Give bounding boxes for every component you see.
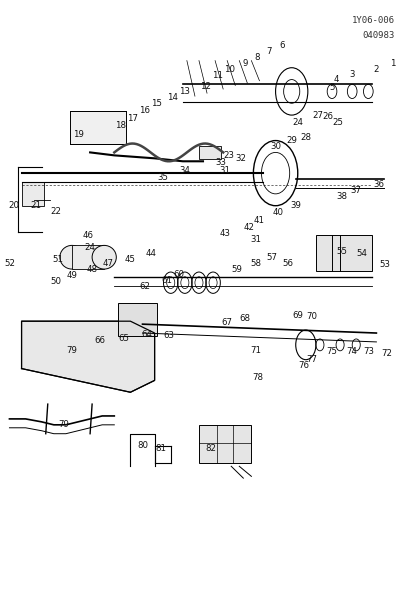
Text: 69: 69 [292, 311, 303, 320]
Text: 17: 17 [127, 114, 138, 123]
Text: 76: 76 [298, 361, 309, 370]
Text: 24: 24 [292, 118, 303, 127]
Text: 37: 37 [350, 186, 361, 195]
Text: 63: 63 [163, 331, 174, 340]
Text: 74: 74 [346, 347, 357, 356]
Text: 71: 71 [249, 346, 260, 355]
Text: 46: 46 [82, 231, 93, 240]
Text: 80: 80 [136, 441, 148, 450]
Text: 30: 30 [269, 142, 280, 151]
Text: 9: 9 [242, 59, 247, 68]
Text: 45: 45 [125, 255, 136, 264]
Text: 7: 7 [266, 47, 272, 57]
Text: 54: 54 [356, 249, 367, 258]
Bar [118, 303, 156, 336]
Text: 49: 49 [66, 271, 77, 280]
Text: 60: 60 [173, 271, 184, 280]
Text: 70: 70 [306, 312, 317, 321]
Text: 24: 24 [84, 243, 95, 252]
Bar [72, 245, 104, 269]
Text: 77: 77 [306, 355, 317, 364]
Text: 41: 41 [253, 216, 264, 225]
Text: 75: 75 [326, 347, 337, 356]
Text: 1Y06-006: 1Y06-006 [351, 16, 394, 25]
Text: 1: 1 [389, 59, 394, 68]
Text: 38: 38 [336, 192, 347, 201]
Text: 40: 40 [271, 208, 282, 217]
Text: 27: 27 [312, 111, 323, 120]
Text: 62: 62 [139, 283, 150, 292]
Text: 12: 12 [199, 82, 210, 90]
Text: 20: 20 [8, 201, 19, 210]
Text: 78: 78 [252, 373, 262, 382]
Text: 5: 5 [328, 83, 334, 92]
Polygon shape [21, 321, 154, 392]
Text: 21: 21 [30, 201, 41, 210]
Ellipse shape [92, 245, 116, 269]
Text: 29: 29 [286, 136, 296, 145]
Text: 16: 16 [139, 107, 150, 115]
Text: 81: 81 [155, 444, 166, 453]
Text: 13: 13 [179, 87, 190, 96]
Text: 51: 51 [52, 255, 63, 264]
Text: 57: 57 [265, 253, 276, 262]
Text: 67: 67 [221, 318, 232, 327]
Text: 040983: 040983 [361, 31, 394, 40]
Text: 32: 32 [235, 154, 246, 163]
Text: 59: 59 [231, 265, 242, 274]
Text: 34: 34 [179, 166, 190, 176]
Text: 68: 68 [239, 314, 250, 322]
Text: 14: 14 [167, 93, 178, 102]
Text: 18: 18 [115, 121, 126, 130]
Text: 48: 48 [86, 265, 97, 274]
Bar [70, 111, 126, 143]
Text: 15: 15 [151, 99, 162, 108]
Text: 47: 47 [102, 259, 113, 268]
Text: 43: 43 [219, 229, 230, 238]
Text: 4: 4 [333, 75, 338, 84]
Text: 64: 64 [141, 330, 152, 339]
Text: 73: 73 [362, 347, 373, 356]
Bar [198, 425, 251, 464]
Text: 39: 39 [290, 201, 301, 210]
Text: 56: 56 [281, 259, 292, 268]
Text: 66: 66 [94, 336, 105, 345]
Text: 61: 61 [161, 277, 172, 286]
Text: 58: 58 [249, 259, 260, 268]
Bar [315, 235, 371, 271]
Text: 55: 55 [336, 247, 347, 256]
Text: 28: 28 [300, 133, 311, 142]
Text: 35: 35 [157, 173, 168, 182]
Text: 72: 72 [380, 349, 391, 358]
Text: 82: 82 [205, 444, 216, 453]
Text: 53: 53 [378, 261, 389, 270]
Ellipse shape [60, 245, 84, 269]
Text: 2: 2 [373, 65, 378, 74]
Text: 79: 79 [58, 420, 69, 430]
Text: 22: 22 [50, 207, 61, 216]
Text: 6: 6 [278, 41, 284, 51]
Text: 3: 3 [349, 70, 354, 79]
Text: 26: 26 [322, 112, 333, 121]
Text: 52: 52 [4, 259, 15, 268]
Text: 33: 33 [215, 158, 226, 167]
Text: 42: 42 [243, 223, 254, 232]
Text: 36: 36 [372, 180, 383, 189]
Text: 8: 8 [254, 53, 260, 62]
Text: 10: 10 [223, 65, 234, 74]
Text: 44: 44 [145, 249, 156, 258]
Bar [198, 146, 221, 159]
Text: 19: 19 [72, 130, 83, 139]
Text: 23: 23 [223, 151, 234, 160]
Text: 50: 50 [50, 277, 61, 286]
Text: 79: 79 [66, 346, 77, 355]
Text: 65: 65 [119, 334, 130, 343]
Text: 11: 11 [211, 71, 222, 80]
Bar [21, 182, 44, 206]
Text: 25: 25 [332, 118, 343, 127]
Text: 31: 31 [219, 165, 230, 175]
Text: 31: 31 [249, 235, 260, 244]
